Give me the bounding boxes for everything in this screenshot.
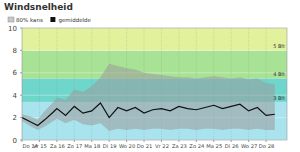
tick [161, 140, 162, 142]
x-tick-label: Zo 24 [189, 143, 205, 149]
tick [248, 140, 249, 142]
y-tick-label: 4 [13, 92, 18, 100]
y-tick-label: 2 [13, 114, 17, 122]
mean-line [22, 103, 275, 125]
grid-line [74, 28, 75, 140]
y-tick-label: 10 [8, 25, 17, 33]
legend-entry: gemiddelde [50, 17, 91, 24]
legend-label: 80% kans [16, 17, 43, 23]
x-tick-label: Vr 15 [33, 143, 47, 149]
tick [74, 140, 75, 142]
tick [109, 140, 110, 142]
x-tick-label: Wo 27 [241, 143, 257, 149]
x-tick-label: Ma 25 [206, 143, 222, 149]
band [22, 28, 287, 50]
tick [231, 140, 232, 142]
tick [126, 140, 127, 142]
chart: Windsnelheid0246810Do 14Vr 15Za 16Zo 17M… [0, 0, 300, 152]
x-tick-label: Za 23 [172, 143, 187, 149]
grid-line [56, 28, 57, 140]
plot-frame [22, 28, 287, 140]
band-label: 3 Bft [273, 95, 285, 101]
tick [196, 140, 197, 142]
grid-line [22, 72, 287, 73]
x-tick-label: Di 26 [225, 143, 239, 149]
x-tick-label: Zo 17 [67, 143, 82, 149]
y-tick-label: 0 [13, 137, 17, 145]
plot-area [22, 28, 287, 140]
range-area [22, 64, 275, 131]
x-tick-label: Di 19 [103, 143, 117, 149]
tick [56, 140, 57, 142]
tick [20, 50, 22, 51]
legend-entry: 80% kans [8, 17, 43, 23]
title: Windsnelheid [4, 2, 73, 12]
tick [20, 72, 22, 73]
tick [20, 117, 22, 118]
x-tick-label: Do 28 [259, 143, 274, 149]
grid-line [22, 50, 287, 51]
y-tick-label: 6 [13, 69, 18, 77]
tick [39, 140, 40, 142]
x-tick-label: Vr 22 [155, 143, 169, 149]
tick [91, 140, 92, 142]
tick [266, 140, 267, 142]
legend-swatch [8, 17, 14, 22]
tick [20, 95, 22, 96]
band-label: 4 Bft [273, 71, 285, 77]
x-tick-label: Ma 18 [84, 143, 100, 149]
tick [22, 140, 23, 142]
legend-label: gemiddelde [58, 17, 91, 24]
y-tick-label: 8 [13, 47, 17, 55]
legend-swatch [50, 17, 55, 22]
tick [178, 140, 179, 142]
tick [144, 140, 145, 142]
band-label: 5 Bft [273, 43, 285, 49]
x-tick-label: Do 21 [137, 143, 152, 149]
x-tick-label: Za 16 [50, 143, 65, 149]
tick [20, 28, 22, 29]
x-tick-label: Wo 20 [119, 143, 135, 149]
tick [213, 140, 214, 142]
